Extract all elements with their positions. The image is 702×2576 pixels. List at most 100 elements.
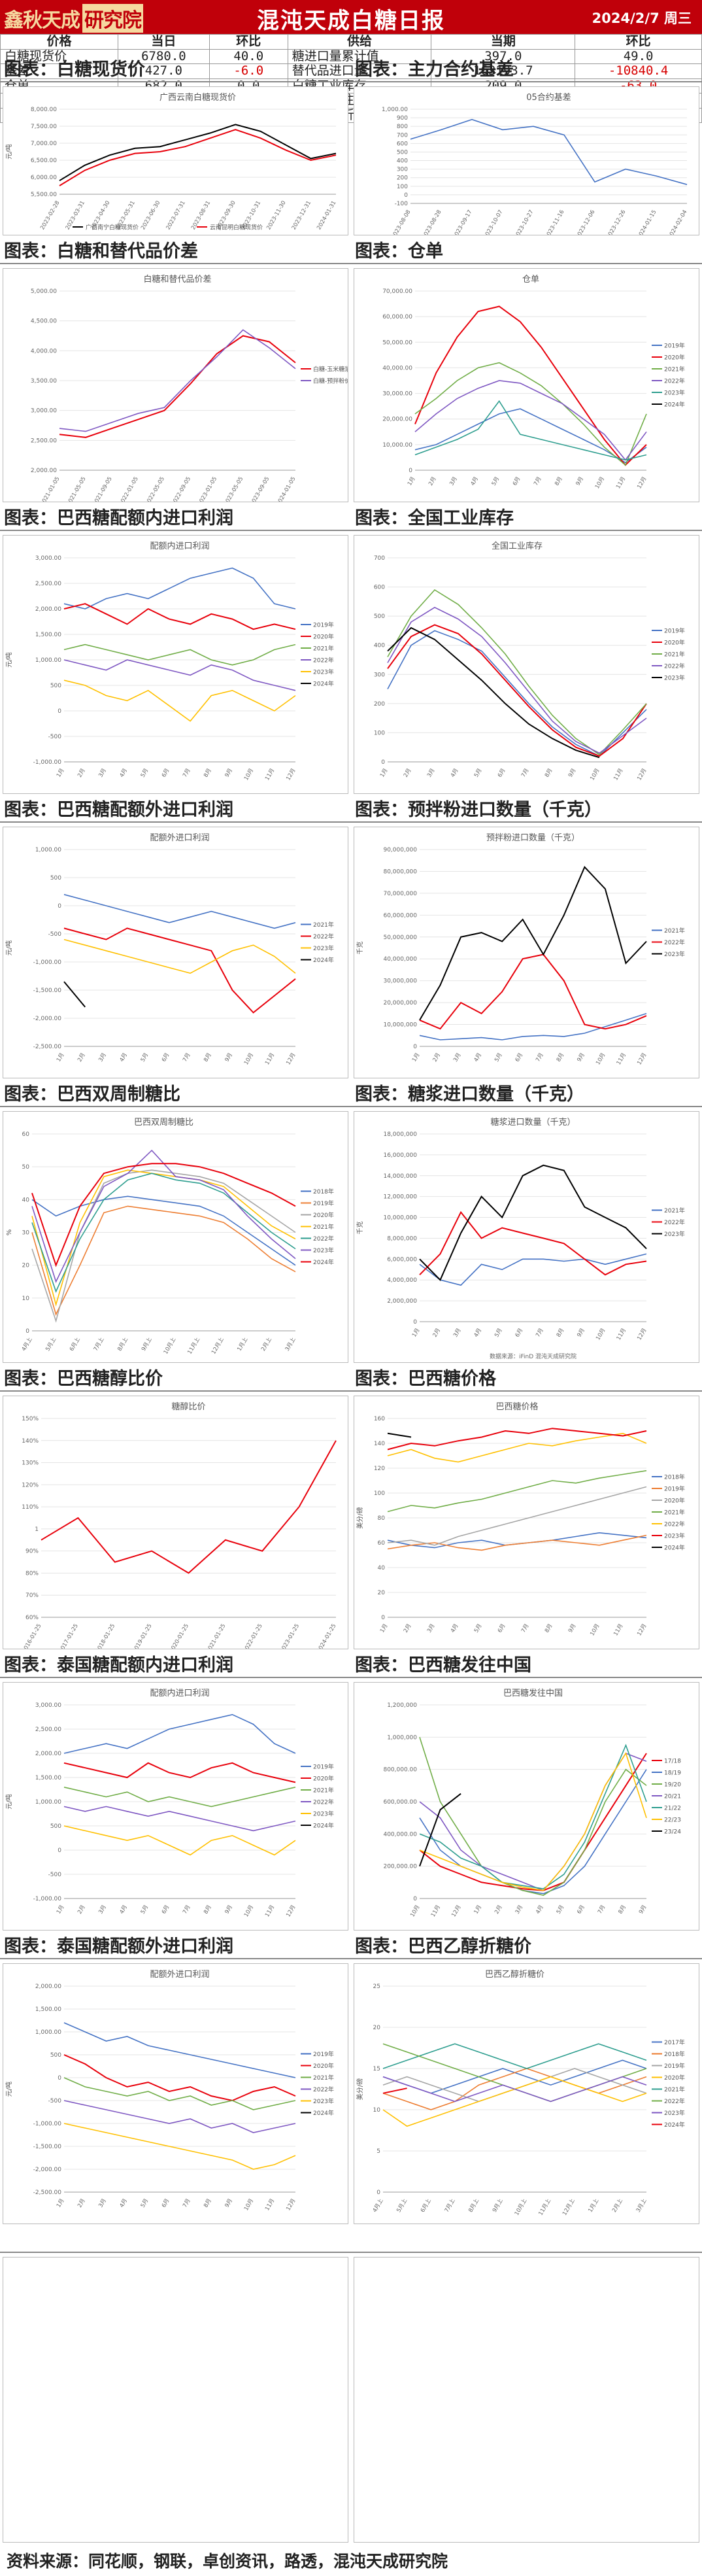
chart-panel: 糖醇比价 60% 70% 80% 90% 1 110% 120% 130% 140% 150% 201… (3, 1396, 348, 1649)
legend-label: 2022年 (313, 933, 334, 940)
series-line (63, 644, 296, 666)
x-tick-label: 10月 (243, 768, 255, 782)
series-line (31, 1205, 296, 1316)
x-tick-label: 2023-01-05 (197, 476, 218, 502)
x-tick-label: 5月 (140, 1052, 150, 1063)
legend-label: 2023年 (313, 668, 334, 676)
y-axis-label: 美分/磅 (356, 2078, 364, 2100)
series-line (387, 589, 647, 755)
legend-label: 21/22 (664, 1806, 681, 1812)
x-tick-label: 4月 (473, 1052, 484, 1063)
series-line (63, 2123, 296, 2170)
x-tick-label: 7月 (597, 1904, 607, 1915)
y-tick-label: 60% (25, 1615, 39, 1621)
y-tick-label: 500 (50, 875, 61, 882)
x-tick-label: 9月 (567, 768, 578, 779)
legend-label: 2024年 (664, 2121, 685, 2129)
x-tick-label: 9月 (638, 1904, 648, 1915)
x-tick-label: 10月 (243, 1904, 255, 1919)
x-tick-label: 11月 (616, 1052, 627, 1067)
y-tick-label: 90% (25, 1549, 39, 1555)
x-tick-label: 2月 (432, 1052, 443, 1063)
y-tick-label: 20 (378, 1590, 386, 1596)
x-tick-label: 3月 (97, 2198, 108, 2209)
legend-label: 2020年 (664, 354, 685, 362)
series-line (419, 866, 647, 1021)
x-tick-label: 6月 (497, 1623, 507, 1634)
y-tick-label: -1,000.00 (33, 959, 62, 966)
x-tick-label: 2023-09-05 (249, 476, 271, 502)
y-tick-label: 600 (397, 141, 408, 147)
x-tick-label: 2019-01-25 (131, 1623, 153, 1649)
x-tick-label: 6月 (512, 476, 522, 487)
y-tick-label: 100 (374, 1490, 385, 1497)
x-tick-label: 2024-01-15 (636, 209, 658, 235)
x-tick-label: 2023-01-25 (279, 1623, 301, 1649)
x-tick-label: 6月 (161, 1052, 171, 1063)
x-tick-label: 2023-09-17 (452, 209, 473, 235)
y-tick-label: 3,500.00 (31, 378, 57, 385)
x-tick-label: 4月 (119, 768, 129, 779)
legend-label: 2024年 (313, 680, 334, 688)
y-tick-label: 4,500.00 (31, 318, 57, 325)
x-tick-label: 8月 (203, 2198, 213, 2209)
legend-label: 2023年 (664, 950, 685, 958)
x-tick-label: 12月 (285, 1904, 297, 1919)
y-tick-label: 3,000.00 (35, 555, 61, 562)
chart-svg: 巴西双周制糖比% 0 10 20 30 40 50 60 4月上 5月上 6月上 7月上 8月上 9月上 1… (6, 1117, 334, 1356)
legend-label: 2017年 (664, 2038, 685, 2046)
chart-panel: 巴西双周制糖比% 0 10 20 30 40 50 60 4月上 5月上 6月上 7月上 8月上 9月上 1… (3, 1111, 348, 1363)
series-line (387, 624, 647, 757)
x-tick-label: 2022-01-25 (242, 1623, 263, 1649)
y-axis-label: 元/吨 (5, 144, 13, 159)
y-tick-label: 0 (409, 468, 412, 474)
x-tick-label: 11月 (612, 1623, 624, 1638)
y-tick-label: 1 (35, 1526, 39, 1533)
legend-label: 2021年 (313, 921, 334, 929)
section-title (0, 2228, 351, 2253)
x-tick-label: 10月上 (163, 1336, 178, 1356)
x-tick-label: 2020-01-25 (169, 1623, 190, 1649)
chart-title: 仓单 (522, 275, 539, 284)
y-tick-label: 100 (397, 184, 408, 190)
x-tick-label: 7月 (182, 1052, 192, 1063)
series-line (63, 1825, 296, 1856)
series-line (63, 679, 296, 722)
legend-label: 广西南宁白糖现货价 (86, 224, 139, 232)
legend-label: 2019年 (313, 621, 334, 629)
series-line (382, 2059, 647, 2094)
y-tick-label: 30 (22, 1230, 30, 1237)
chart-panel: 巴西糖价格 美分/磅 0 20 40 60 80 100 120 140 160 1月 2月 3月 4月 5月… (354, 1396, 699, 1649)
legend-label: 2020年 (664, 639, 685, 647)
y-tick-label: 0 (381, 1615, 385, 1621)
chart-title: 配额内进口利润 (150, 541, 209, 551)
chart-title: 白糖和替代品价差 (143, 274, 211, 284)
y-tick-label: 700 (397, 132, 408, 139)
y-tick-label: 1,500.00 (35, 2006, 61, 2013)
x-tick-label: 4月 (119, 1052, 129, 1063)
y-tick-label: 300 (374, 672, 385, 678)
y-tick-label: 1,200,000 (387, 1702, 417, 1709)
y-tick-label: 12,000,000 (383, 1194, 417, 1201)
y-tick-label: 4,000.00 (31, 348, 57, 354)
section-title: 图表：巴西双周制糖比 (0, 1082, 351, 1107)
y-tick-label: 2,000.00 (35, 606, 61, 613)
x-tick-label: 2024-01-31 (316, 200, 337, 232)
y-tick-label: 5,000.00 (31, 288, 57, 295)
legend-label: 2021年 (313, 1787, 334, 1795)
x-tick-label: 11月 (264, 768, 276, 782)
y-tick-label: 10,000.00 (382, 442, 412, 449)
series-line (410, 118, 688, 185)
x-tick-label: 10月 (589, 768, 601, 782)
x-tick-label: 8月 (544, 1623, 554, 1634)
y-tick-label: 70,000.00 (382, 288, 412, 295)
legend-label: 18/19 (664, 1770, 681, 1777)
y-tick-label: 500 (50, 2052, 61, 2059)
section-title: 图表：泰国糖配额内进口利润 (0, 1653, 351, 1678)
x-tick-label: 2月上 (611, 2197, 624, 2214)
series-line (419, 1752, 647, 1891)
x-tick-label: 5月 (556, 1904, 566, 1915)
legend-label: 2021年 (664, 1509, 685, 1517)
legend-label: 2023年 (664, 2109, 685, 2117)
y-tick-label: 500 (50, 1823, 61, 1830)
